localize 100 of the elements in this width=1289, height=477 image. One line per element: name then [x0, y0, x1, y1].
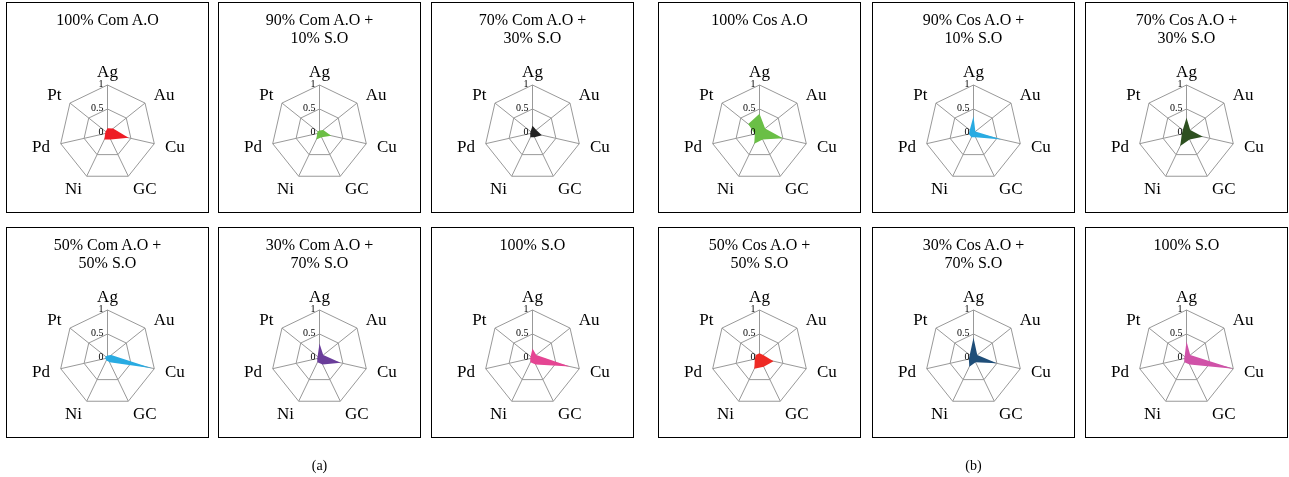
spoke-label: Ni: [64, 404, 83, 424]
chart-title: 90% Cos A.O + 10% S.O: [921, 11, 1026, 47]
spoke-label: Pd: [244, 137, 263, 157]
spoke-label: Pt: [472, 84, 487, 104]
spoke-label: GC: [1212, 404, 1236, 424]
y-tick-label: 1: [523, 78, 529, 89]
spoke-label: Ag: [522, 61, 544, 81]
spoke-label: Cu: [817, 362, 838, 382]
spoke-label: Pd: [898, 362, 917, 382]
spoke-label: Cu: [1244, 137, 1265, 157]
spoke-label: Ag: [97, 286, 119, 306]
spoke-label: Ni: [276, 179, 295, 199]
spoke-label: Au: [1232, 84, 1254, 104]
y-tick-label: 0: [750, 351, 756, 362]
y-tick-label: 0.5: [743, 102, 756, 113]
spoke-label: Pd: [32, 137, 51, 157]
y-tick-label: 1: [310, 303, 316, 314]
y-tick-label: 0.5: [957, 327, 970, 338]
y-tick-label: 0.5: [1170, 102, 1183, 113]
chart-title: 70% Com A.O + 30% S.O: [477, 11, 588, 47]
spoke-label: GC: [785, 404, 809, 424]
spoke-label: Pd: [244, 362, 263, 382]
spoke-label: Pd: [1111, 362, 1130, 382]
spoke-label: GC: [558, 404, 582, 424]
spoke-label: Cu: [1031, 137, 1052, 157]
spoke-label: Pt: [1126, 84, 1141, 104]
spoke-label: Cu: [1244, 362, 1265, 382]
y-tick-label: 0.5: [91, 102, 104, 113]
spoke-label: Ag: [749, 286, 771, 306]
spoke-label: Cu: [165, 137, 186, 157]
spoke-label: Pd: [684, 362, 703, 382]
spoke-label: GC: [133, 404, 157, 424]
chart-title: 30% Com A.O + 70% S.O: [264, 236, 375, 272]
spoke-label: Pt: [47, 84, 62, 104]
spoke-label: Cu: [590, 137, 611, 157]
y-tick-label: 1: [964, 78, 970, 89]
spoke-label: Pd: [32, 362, 51, 382]
y-tick-label: 0.5: [303, 327, 316, 338]
y-tick-label: 0.5: [516, 327, 529, 338]
spoke-label: Au: [1232, 309, 1254, 329]
spoke-label: Ag: [522, 286, 544, 306]
spoke-label: GC: [999, 179, 1023, 199]
spoke-label: Pd: [1111, 137, 1130, 157]
chart-title: 90% Com A.O + 10% S.O: [264, 11, 375, 47]
chart-title: 100% Com A.O: [55, 11, 160, 29]
y-tick-label: 1: [98, 78, 104, 89]
spoke-label: Ag: [309, 286, 331, 306]
spoke-label: GC: [785, 179, 809, 199]
spoke-label: Cu: [377, 137, 398, 157]
chart-title: 100% Cos A.O: [710, 11, 809, 29]
spoke-label: Cu: [1031, 362, 1052, 382]
y-tick-label: 0.5: [516, 102, 529, 113]
y-tick-label: 0: [98, 351, 104, 362]
spoke-label: GC: [345, 179, 369, 199]
spoke-label: Ag: [1176, 61, 1198, 81]
y-tick-label: 0: [523, 126, 529, 137]
spoke-label: Pd: [898, 137, 917, 157]
y-tick-label: 0: [750, 126, 756, 137]
y-tick-label: 0.5: [91, 327, 104, 338]
spoke-label: Cu: [590, 362, 611, 382]
y-tick-label: 1: [98, 303, 104, 314]
y-tick-label: 1: [964, 303, 970, 314]
y-tick-label: 0: [964, 351, 970, 362]
spoke-label: Ag: [749, 61, 771, 81]
spoke-label: Ni: [64, 179, 83, 199]
spoke-label: Pd: [457, 362, 476, 382]
y-tick-label: 1: [1177, 78, 1183, 89]
spoke-label: GC: [558, 179, 582, 199]
y-tick-label: 1: [750, 78, 756, 89]
spoke-label: Ni: [930, 404, 949, 424]
spoke-label: Ni: [489, 179, 508, 199]
y-tick-label: 0: [523, 351, 529, 362]
y-tick-label: 0: [964, 126, 970, 137]
spoke-label: Ni: [716, 404, 735, 424]
spoke-label: Pt: [913, 309, 928, 329]
y-tick-label: 0: [310, 351, 316, 362]
chart-title: 50% Com A.O + 50% S.O: [52, 236, 163, 272]
spoke-label: Cu: [165, 362, 186, 382]
spoke-label: Au: [365, 84, 387, 104]
y-tick-label: 0: [98, 126, 104, 137]
spoke-label: Au: [365, 309, 387, 329]
y-tick-label: 0.5: [303, 102, 316, 113]
text: (a): [310, 458, 329, 474]
spoke-label: Pt: [1126, 309, 1141, 329]
spoke-label: GC: [999, 404, 1023, 424]
chart-title: 50% Cos A.O + 50% S.O: [707, 236, 812, 272]
spoke-label: Ni: [716, 179, 735, 199]
spoke-label: Pd: [457, 137, 476, 157]
spoke-label: Pt: [699, 309, 714, 329]
spoke-label: Au: [1019, 84, 1041, 104]
spoke-label: Au: [578, 309, 600, 329]
spoke-label: Pt: [47, 309, 62, 329]
spoke-label: Pt: [259, 84, 274, 104]
y-tick-label: 1: [523, 303, 529, 314]
spoke-label: Ni: [276, 404, 295, 424]
spoke-label: Au: [805, 309, 827, 329]
spoke-label: Au: [805, 84, 827, 104]
y-tick-label: 0: [1177, 351, 1183, 362]
spoke-label: GC: [1212, 179, 1236, 199]
y-tick-label: 0.5: [1170, 327, 1183, 338]
